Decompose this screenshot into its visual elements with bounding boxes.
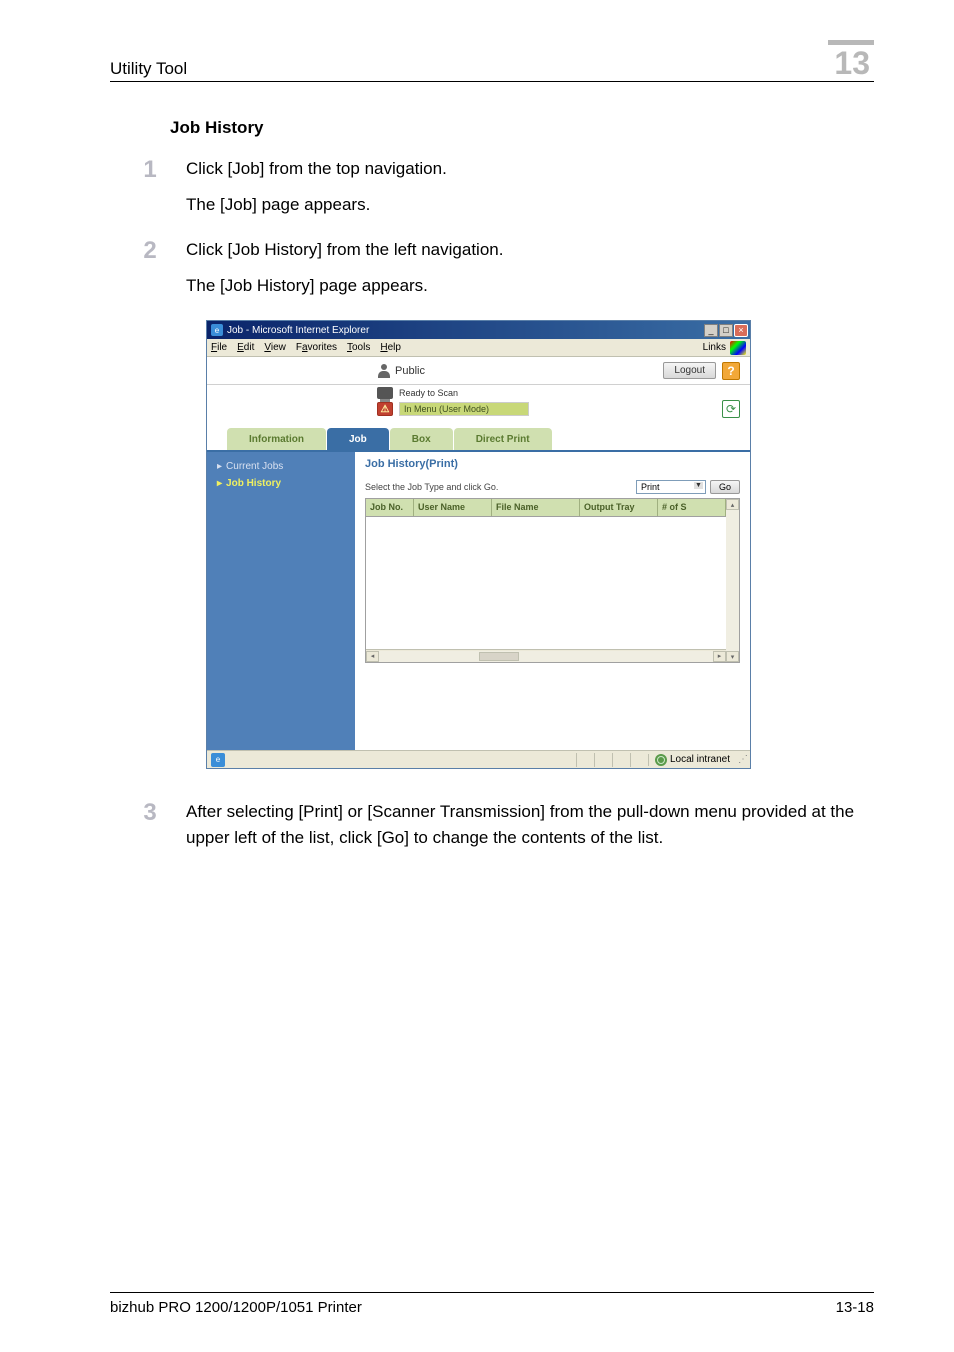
- tab-job[interactable]: Job: [327, 428, 389, 450]
- menu-file[interactable]: File: [211, 342, 227, 353]
- ie-statusbar: e Local intranet ⋰: [207, 750, 750, 768]
- refresh-button[interactable]: ⟳: [722, 400, 740, 418]
- sidebar-item-label: Current Jobs: [226, 461, 283, 472]
- step-1: 1 Click [Job] from the top navigation. T…: [130, 156, 874, 227]
- user-label: Public: [395, 365, 425, 377]
- intranet-icon: [655, 754, 667, 766]
- content-heading: Job History(Print): [365, 458, 740, 470]
- step-text: After selecting [Print] or [Scanner Tran…: [186, 799, 874, 850]
- header-title: Utility Tool: [110, 59, 187, 79]
- ie-logo-icon: [730, 341, 746, 355]
- resize-grip[interactable]: ⋰: [736, 754, 750, 765]
- menu-view[interactable]: View: [264, 342, 286, 353]
- scroll-right-arrow[interactable]: ▸: [713, 651, 726, 662]
- vertical-scrollbar[interactable]: ▴ ▾: [726, 499, 739, 662]
- column-job-no[interactable]: Job No.: [366, 499, 414, 516]
- chevron-right-icon: ▸: [217, 461, 222, 472]
- logout-button[interactable]: Logout: [663, 362, 716, 379]
- scroll-down-arrow[interactable]: ▾: [726, 651, 739, 662]
- ie-icon: e: [211, 753, 225, 767]
- go-button[interactable]: Go: [710, 480, 740, 494]
- help-button[interactable]: ?: [722, 362, 740, 380]
- status-ready: Ready to Scan: [399, 388, 458, 398]
- maximize-button[interactable]: □: [719, 324, 733, 337]
- job-history-table: Job No. User Name File Name Output Tray …: [365, 498, 740, 663]
- table-body: [366, 517, 726, 649]
- close-button[interactable]: ×: [734, 324, 748, 337]
- status-mode: In Menu (User Mode): [399, 402, 529, 416]
- section-heading: Job History: [170, 118, 874, 138]
- chevron-right-icon: ▸: [217, 478, 222, 489]
- step-number: 1: [130, 156, 170, 227]
- step-text: Click [Job] from the top navigation.: [186, 156, 874, 182]
- job-type-select[interactable]: Print: [636, 480, 706, 494]
- step-2: 2 Click [Job History] from the left navi…: [130, 237, 874, 308]
- sidebar-item-job-history[interactable]: ▸ Job History: [207, 475, 355, 492]
- footer-left: bizhub PRO 1200/1200P/1051 Printer: [110, 1299, 362, 1316]
- sidebar: ▸ Current Jobs ▸ Job History: [207, 452, 355, 750]
- scroll-up-arrow[interactable]: ▴: [726, 499, 739, 510]
- menu-help[interactable]: Help: [380, 342, 401, 353]
- tab-direct-print[interactable]: Direct Print: [454, 428, 552, 450]
- printer-icon: [377, 387, 393, 399]
- menu-edit[interactable]: Edit: [237, 342, 254, 353]
- tab-information[interactable]: Information: [227, 428, 326, 450]
- step-text: The [Job] page appears.: [186, 192, 874, 218]
- window-title: Job - Microsoft Internet Explorer: [227, 325, 704, 336]
- menubar: File Edit View Favorites Tools Help Link…: [207, 339, 750, 357]
- column-n-of-s[interactable]: # of S: [658, 499, 726, 516]
- menu-favorites[interactable]: Favorites: [296, 342, 337, 353]
- sidebar-item-label: Job History: [226, 478, 281, 489]
- step-number: 2: [130, 237, 170, 308]
- horizontal-scrollbar[interactable]: ◂ ▸: [366, 649, 726, 662]
- chapter-number: 13: [828, 40, 874, 79]
- step-text: Click [Job History] from the left naviga…: [186, 237, 874, 263]
- column-output-tray[interactable]: Output Tray: [580, 499, 658, 516]
- step-text: The [Job History] page appears.: [186, 273, 874, 299]
- tab-box[interactable]: Box: [390, 428, 453, 450]
- column-file-name[interactable]: File Name: [492, 499, 580, 516]
- step-number: 3: [130, 799, 170, 860]
- screenshot: e Job - Microsoft Internet Explorer _ □ …: [206, 320, 874, 769]
- filter-text: Select the Job Type and click Go.: [365, 482, 498, 492]
- step-3: 3 After selecting [Print] or [Scanner Tr…: [130, 799, 874, 860]
- scroll-left-arrow[interactable]: ◂: [366, 651, 379, 662]
- menu-tools[interactable]: Tools: [347, 342, 370, 353]
- zone-label: Local intranet: [670, 754, 730, 765]
- footer-right: 13-18: [836, 1299, 874, 1316]
- sidebar-item-current-jobs[interactable]: ▸ Current Jobs: [207, 458, 355, 475]
- scroll-thumb[interactable]: [479, 652, 519, 661]
- ie-icon: e: [211, 324, 223, 336]
- column-user-name[interactable]: User Name: [414, 499, 492, 516]
- window-titlebar: e Job - Microsoft Internet Explorer _ □ …: [207, 321, 750, 339]
- user-icon: [377, 364, 391, 378]
- links-label[interactable]: Links: [703, 342, 726, 353]
- minimize-button[interactable]: _: [704, 324, 718, 337]
- warning-icon: ⚠: [377, 402, 393, 416]
